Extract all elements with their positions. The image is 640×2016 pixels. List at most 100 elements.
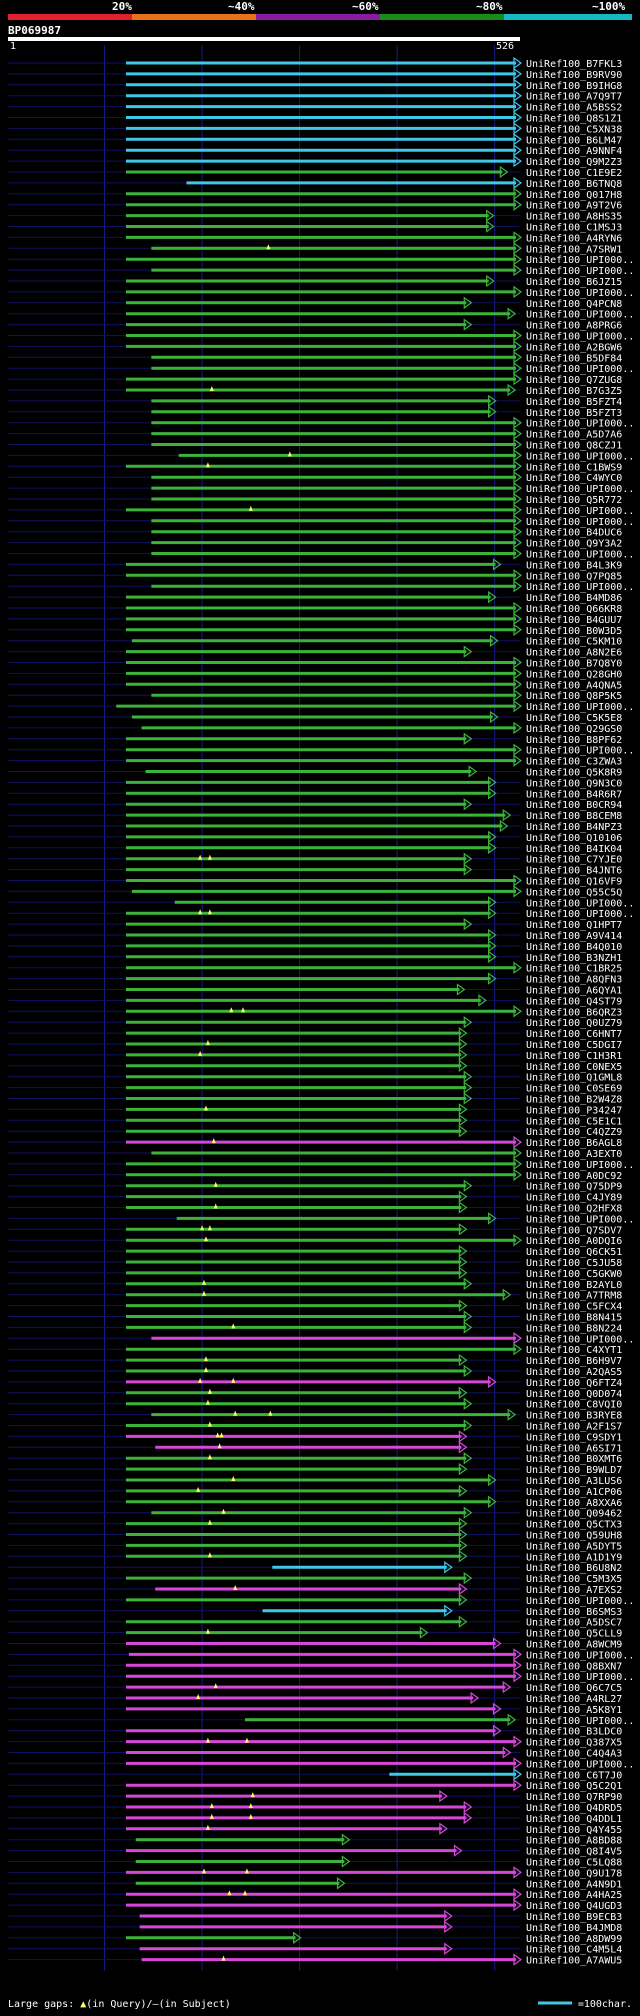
hit-label[interactable]: UniRef100_C5FCX4 xyxy=(526,1302,622,1313)
hit-label[interactable]: UniRef100_B2W4Z8 xyxy=(526,1095,622,1106)
hit-label[interactable]: UniRef100_Q5R772 xyxy=(526,495,622,506)
hit-label[interactable]: UniRef100_A5DYT5 xyxy=(526,1541,622,1552)
hit-label[interactable]: UniRef100_B9WLD7 xyxy=(526,1465,622,1476)
hit-label[interactable]: UniRef100_Q8I4V5 xyxy=(526,1847,622,1858)
hit-label[interactable]: UniRef100_UPI000.. xyxy=(526,1214,634,1225)
hit-label[interactable]: UniRef100_Q28GH0 xyxy=(526,669,622,680)
hit-label[interactable]: UniRef100_B8CEM8 xyxy=(526,811,622,822)
hit-label[interactable]: UniRef100_UPI000.. xyxy=(526,517,634,528)
hit-label[interactable]: UniRef100_A1CP06 xyxy=(526,1487,622,1498)
hit-label[interactable]: UniRef100_C5XN38 xyxy=(526,124,622,135)
hit-label[interactable]: UniRef100_Q16VF9 xyxy=(526,877,622,888)
hit-label[interactable]: UniRef100_C0SE69 xyxy=(526,1084,622,1095)
hit-label[interactable]: UniRef100_C6T7J0 xyxy=(526,1770,622,1781)
hit-label[interactable]: UniRef100_B2AYL0 xyxy=(526,1280,622,1291)
hit-label[interactable]: UniRef100_A1D1Y9 xyxy=(526,1552,622,1563)
hit-label[interactable]: UniRef100_B5DF84 xyxy=(526,353,622,364)
hit-label[interactable]: UniRef100_B0XMT6 xyxy=(526,1454,622,1465)
hit-label[interactable]: UniRef100_B6SMS3 xyxy=(526,1607,622,1618)
hit-label[interactable]: UniRef100_UPI000.. xyxy=(526,1334,634,1345)
hit-label[interactable]: UniRef100_A7Q9T7 xyxy=(526,92,622,103)
hit-label[interactable]: UniRef100_Q9M2Z3 xyxy=(526,157,622,168)
hit-label[interactable]: UniRef100_UPI000.. xyxy=(526,1596,634,1607)
hit-label[interactable]: UniRef100_B4R6R7 xyxy=(526,789,622,800)
hit-label[interactable]: UniRef100_B8PF62 xyxy=(526,735,622,746)
hit-label[interactable]: UniRef100_B9IHG8 xyxy=(526,81,622,92)
hit-label[interactable]: UniRef100_Q10106 xyxy=(526,833,622,844)
hit-label[interactable]: UniRef100_UPI000.. xyxy=(526,506,634,517)
hit-label[interactable]: UniRef100_Q09462 xyxy=(526,1509,622,1520)
hit-label[interactable]: UniRef100_C3ZWA3 xyxy=(526,757,622,768)
hit-label[interactable]: UniRef100_B7FKL3 xyxy=(526,59,622,70)
hit-label[interactable]: UniRef100_B4MD86 xyxy=(526,593,622,604)
hit-label[interactable]: UniRef100_B5FZT4 xyxy=(526,397,622,408)
hit-label[interactable]: UniRef100_UPI000.. xyxy=(526,1160,634,1171)
hit-label[interactable]: UniRef100_B6H9V7 xyxy=(526,1356,622,1367)
hit-label[interactable]: UniRef100_Q4PCN8 xyxy=(526,299,622,310)
hit-label[interactable]: UniRef100_C5JU58 xyxy=(526,1258,622,1269)
hit-label[interactable]: UniRef100_UPI000.. xyxy=(526,550,634,561)
hit-label[interactable]: UniRef100_C9SDY1 xyxy=(526,1432,622,1443)
hit-label[interactable]: UniRef100_C6HNT7 xyxy=(526,1029,622,1040)
hit-label[interactable]: UniRef100_B8N415 xyxy=(526,1313,622,1324)
hit-label[interactable]: UniRef100_A4HA25 xyxy=(526,1890,622,1901)
hit-label[interactable]: UniRef100_A8DW99 xyxy=(526,1934,622,1945)
hit-label[interactable]: UniRef100_A2F1S7 xyxy=(526,1422,622,1433)
hit-label[interactable]: UniRef100_UPI000.. xyxy=(526,1716,634,1727)
hit-label[interactable]: UniRef100_A4RYN6 xyxy=(526,233,622,244)
hit-label[interactable]: UniRef100_C4WYC0 xyxy=(526,473,622,484)
hit-label[interactable]: UniRef100_UPI000.. xyxy=(526,746,634,757)
hit-label[interactable]: UniRef100_C4QZZ9 xyxy=(526,1127,622,1138)
hit-label[interactable]: UniRef100_UPI000.. xyxy=(526,909,634,920)
hit-label[interactable]: UniRef100_Q0UZ79 xyxy=(526,1018,622,1029)
hit-label[interactable]: UniRef100_Q9U178 xyxy=(526,1868,622,1879)
hit-label[interactable]: UniRef100_Q8CZJ1 xyxy=(526,441,622,452)
hit-label[interactable]: UniRef100_UPI000.. xyxy=(526,310,634,321)
hit-label[interactable]: UniRef100_C5DGI7 xyxy=(526,1040,622,1051)
hit-label[interactable]: UniRef100_C1BR25 xyxy=(526,964,622,975)
hit-label[interactable]: UniRef100_UPI000.. xyxy=(526,898,634,909)
hit-label[interactable]: UniRef100_UPI000.. xyxy=(526,484,634,495)
hit-label[interactable]: UniRef100_C4M5L4 xyxy=(526,1945,622,1956)
hit-label[interactable]: UniRef100_B4JMD8 xyxy=(526,1923,622,1934)
hit-label[interactable]: UniRef100_C5M3X5 xyxy=(526,1574,622,1585)
hit-label[interactable]: UniRef100_B4L3K9 xyxy=(526,560,622,571)
hit-label[interactable]: UniRef100_Q75DP9 xyxy=(526,1182,622,1193)
hit-label[interactable]: UniRef100_Q6FTZ4 xyxy=(526,1378,622,1389)
hit-label[interactable]: UniRef100_A6SI71 xyxy=(526,1443,622,1454)
hit-label[interactable]: UniRef100_B9ECB3 xyxy=(526,1912,622,1923)
hit-label[interactable]: UniRef100_B9RV90 xyxy=(526,70,622,81)
hit-label[interactable]: UniRef100_Q7RP90 xyxy=(526,1792,622,1803)
hit-label[interactable]: UniRef100_Q1HPT7 xyxy=(526,920,622,931)
hit-label[interactable]: UniRef100_C1MSJ3 xyxy=(526,223,622,234)
hit-label[interactable]: UniRef100_C7YJE0 xyxy=(526,855,622,866)
hit-label[interactable]: UniRef100_C5GKW0 xyxy=(526,1269,622,1280)
hit-label[interactable]: UniRef100_UPI000.. xyxy=(526,255,634,266)
hit-label[interactable]: UniRef100_B5FZT3 xyxy=(526,408,622,419)
hit-label[interactable]: UniRef100_A5K8Y1 xyxy=(526,1705,622,1716)
hit-label[interactable]: UniRef100_A9V414 xyxy=(526,931,622,942)
hit-label[interactable]: UniRef100_C1E9E2 xyxy=(526,168,622,179)
hit-label[interactable]: UniRef100_Q017H8 xyxy=(526,190,622,201)
hit-label[interactable]: UniRef100_A4N9D1 xyxy=(526,1879,622,1890)
hit-label[interactable]: UniRef100_Q5K8R9 xyxy=(526,768,622,779)
hit-label[interactable]: UniRef100_Q9N3C0 xyxy=(526,778,622,789)
hit-label[interactable]: UniRef100_B3LDC0 xyxy=(526,1727,622,1738)
hit-label[interactable]: UniRef100_Q0D074 xyxy=(526,1389,622,1400)
hit-label[interactable]: UniRef100_A8N2E6 xyxy=(526,648,622,659)
hit-label[interactable]: UniRef100_A4RL27 xyxy=(526,1694,622,1705)
hit-label[interactable]: UniRef100_Q4ST79 xyxy=(526,996,622,1007)
hit-label[interactable]: UniRef100_B6JZ15 xyxy=(526,277,622,288)
hit-label[interactable]: UniRef100_A8BD88 xyxy=(526,1836,622,1847)
hit-label[interactable]: UniRef100_Q66KR8 xyxy=(526,604,622,615)
hit-label[interactable]: UniRef100_Q9Y3A2 xyxy=(526,539,622,550)
hit-label[interactable]: UniRef100_Q7PQ85 xyxy=(526,571,622,582)
hit-label[interactable]: UniRef100_A3LUS6 xyxy=(526,1476,622,1487)
hit-label[interactable]: UniRef100_Q8S1Z1 xyxy=(526,114,622,125)
hit-label[interactable]: UniRef100_C8VQI0 xyxy=(526,1400,622,1411)
hit-label[interactable]: UniRef100_UPI000.. xyxy=(526,1759,634,1770)
hit-label[interactable]: UniRef100_C1H3R1 xyxy=(526,1051,622,1062)
hit-label[interactable]: UniRef100_UPI000.. xyxy=(526,1650,634,1661)
hit-label[interactable]: UniRef100_A8XXA6 xyxy=(526,1498,622,1509)
hit-label[interactable]: UniRef100_Q7ZUG8 xyxy=(526,375,622,386)
